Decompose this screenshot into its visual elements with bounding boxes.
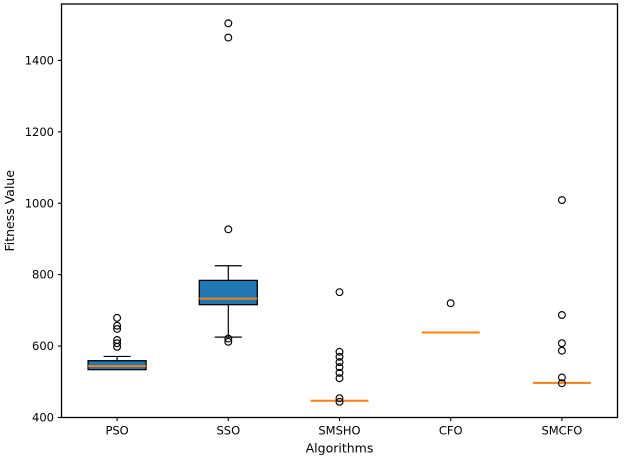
outlier-point-SMSHO — [335, 374, 344, 383]
y-tick-label: 1400 — [25, 53, 54, 67]
outlier-point-SMCFO — [557, 339, 566, 348]
outlier-point-SSO — [224, 337, 233, 346]
y-tick-label: 400 — [32, 411, 54, 425]
y-tick-label: 1000 — [25, 196, 54, 210]
plot-area: 400 600 800 1000 1200 1400 PSO SSO SMSHO CFO SMCFO — [25, 3, 619, 438]
outlier-point-SMCFO — [557, 311, 566, 319]
outlier-point-SMCFO — [557, 346, 566, 355]
outlier-point-SSO — [224, 334, 233, 343]
outlier-point-SMCFO — [557, 379, 566, 388]
outlier-point-SSO — [224, 33, 233, 42]
x-tick-label: SSO — [216, 424, 240, 438]
y-tick-label: 1200 — [25, 125, 54, 139]
outlier-point-SMSHO — [335, 394, 344, 403]
y-tick-label: 600 — [32, 339, 54, 353]
y-tick-label: 800 — [32, 268, 54, 282]
outlier-point-SMSHO — [335, 352, 344, 361]
outlier-point-SSO — [224, 225, 233, 234]
x-axis-label: Algorithms — [306, 441, 374, 456]
outlier-point-PSO — [113, 336, 122, 344]
box-SSO — [198, 279, 258, 306]
outlier-point-SSO — [224, 19, 233, 28]
outlier-point-PSO — [113, 321, 122, 330]
plot-frame — [60, 3, 619, 419]
outlier-point-PSO — [113, 324, 122, 333]
outlier-point-SMSHO — [335, 397, 344, 406]
x-tick-label: SMSHO — [318, 424, 360, 438]
outlier-point-SMSHO — [335, 347, 344, 356]
outlier-point-SMSHO — [335, 288, 344, 297]
outlier-point-SMCFO — [557, 373, 566, 382]
outlier-point-PSO — [113, 339, 122, 348]
x-tick-label: SMCFO — [541, 424, 582, 438]
x-tick-label: PSO — [105, 424, 128, 438]
outlier-point-SMSHO — [335, 368, 344, 377]
outlier-point-SMSHO — [335, 358, 344, 367]
outlier-point-CFO — [446, 299, 455, 308]
x-tick-label: CFO — [439, 424, 463, 438]
outlier-point-PSO — [113, 313, 122, 322]
outlier-point-SMSHO — [335, 363, 344, 372]
outlier-point-SMCFO — [557, 196, 566, 205]
y-axis-label: Fitness Value — [2, 170, 17, 252]
